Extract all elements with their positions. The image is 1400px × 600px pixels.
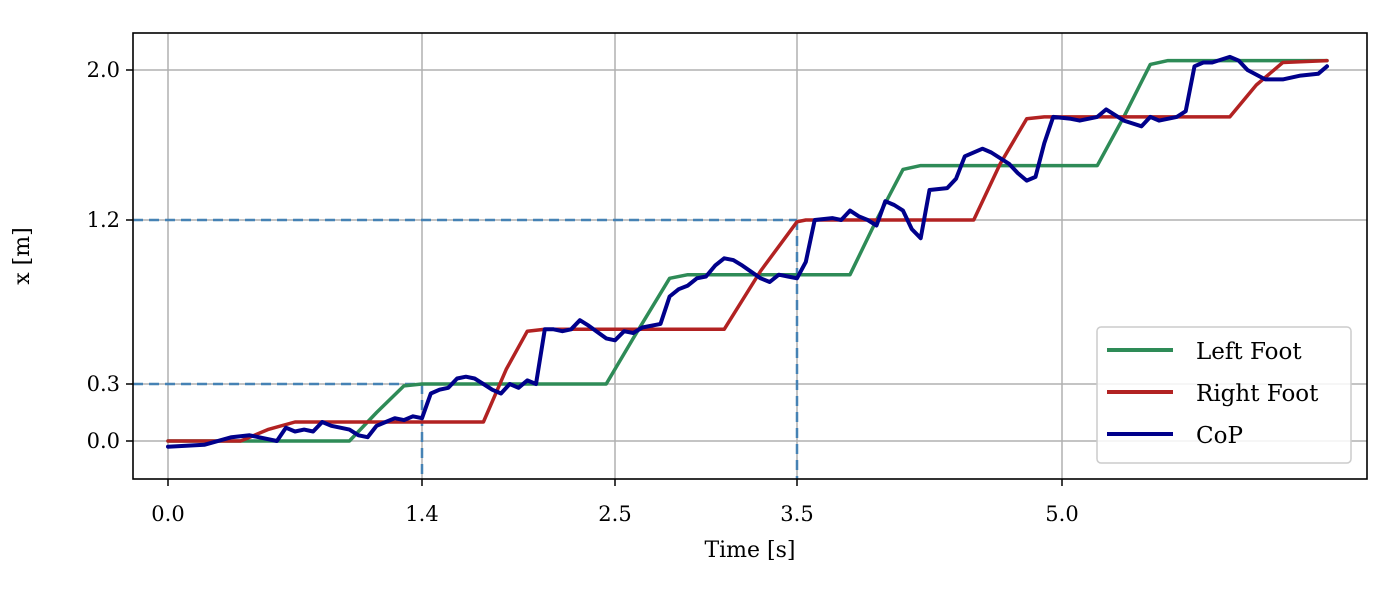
x-tick-label: 5.0 [1045, 502, 1078, 526]
y-tick-label: 2.0 [87, 58, 120, 82]
x-axis-title: Time [s] [704, 538, 795, 563]
legend-box [1096, 326, 1352, 464]
y-axis-ticks: 0.0 0.3 1.2 2.0 [87, 58, 133, 453]
x-axis-ticks: 0.0 1.4 2.5 3.5 5.0 [151, 479, 1079, 526]
legend-label-right-foot: Right Foot [1196, 381, 1319, 407]
y-axis-title: x [m] [10, 227, 35, 284]
x-tick-label: 1.4 [405, 502, 438, 526]
dashed-guides [133, 218, 799, 479]
series-left-foot [166, 58, 1329, 443]
x-tick-label: 3.5 [780, 502, 813, 526]
legend: Left Foot Right Foot CoP [1096, 326, 1352, 464]
x-tick-label: 0.0 [151, 502, 184, 526]
series-cop [166, 54, 1329, 449]
x-tick-label: 2.5 [598, 502, 631, 526]
legend-label-left-foot: Left Foot [1196, 339, 1302, 365]
y-tick-label: 1.2 [87, 208, 120, 232]
plot-frame [132, 32, 1368, 480]
y-tick-label: 0.0 [87, 429, 120, 453]
series-lines [166, 54, 1329, 449]
legend-label-cop: CoP [1196, 423, 1243, 449]
y-tick-label: 0.3 [87, 372, 120, 396]
